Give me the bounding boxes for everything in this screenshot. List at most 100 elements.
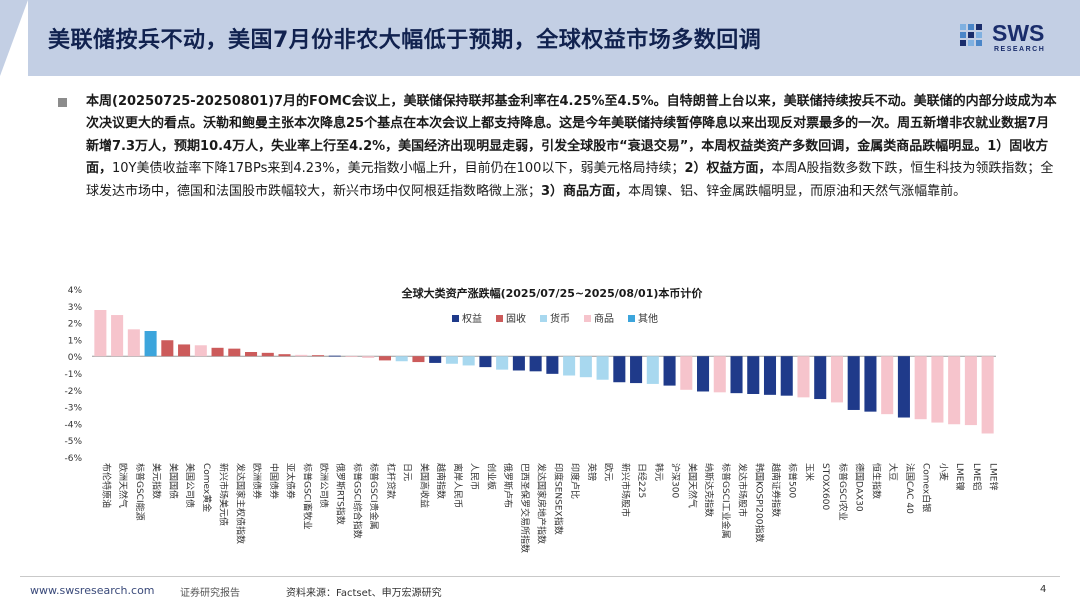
footer-url[interactable]: www.swsresearch.com: [30, 584, 155, 597]
bar: [462, 356, 475, 366]
x-tick-label: 沪深300: [670, 463, 682, 498]
bar: [646, 356, 659, 384]
x-tick-label: 英镑: [586, 463, 598, 481]
bar: [563, 356, 576, 376]
bar: [178, 344, 191, 357]
bar: [897, 356, 910, 418]
bar: [881, 356, 894, 415]
x-tick-label: Comex黄金: [201, 463, 213, 512]
x-tick-label: 欧洲天然气: [117, 463, 129, 508]
bar: [864, 356, 877, 412]
x-tick-label: 印度SENSEX指数: [552, 463, 564, 535]
x-tick-label: LME锌: [988, 463, 1000, 490]
bar: [830, 356, 843, 403]
bar: [378, 356, 391, 361]
y-tick-label: -1%: [64, 370, 82, 380]
bar: [964, 356, 977, 426]
x-tick-label: 发达市场股市: [737, 463, 749, 517]
x-tick-label: 日经225: [636, 463, 648, 498]
x-tick-label: 小麦: [937, 463, 949, 481]
bar: [546, 356, 559, 374]
x-tick-label: 杠杆贷款: [385, 463, 397, 499]
x-tick-label: 俄罗斯卢布: [502, 463, 514, 508]
footer-report-label: 证券研究报告: [180, 588, 240, 599]
sws-logo-icon: [960, 24, 982, 46]
x-tick-label: 标普GSCI综合指数: [351, 463, 363, 539]
x-tick-label: 标普GSCI畜牧业: [301, 463, 313, 530]
bar: [127, 329, 140, 357]
legend-label: 货币: [550, 312, 570, 325]
legend-label: 商品: [594, 312, 614, 325]
legend-label: 权益: [462, 312, 482, 325]
x-tick-label: 中国债券: [268, 463, 280, 499]
bullet-square-icon: [58, 98, 67, 107]
x-tick-label: 新兴市场股市: [619, 463, 631, 517]
x-tick-label: 离岸人民币: [452, 463, 464, 508]
x-tick-label: 美国天然气: [686, 463, 698, 508]
legend-swatch: [496, 315, 503, 322]
logo-subtext: RESEARCH: [994, 46, 1046, 53]
y-tick-label: 4%: [68, 286, 83, 296]
bar: [697, 356, 710, 392]
asset-returns-chart: 全球大类资产涨跌幅(2025/07/25~2025/08/01)本币计价 4% 3%…: [64, 286, 1000, 553]
bar: [663, 356, 676, 386]
bar: [529, 356, 542, 372]
para-seg-5: 本周镍、铝、锌金属跌幅明显，而原油和天然气涨幅靠前。: [628, 183, 967, 199]
bar: [228, 348, 241, 357]
bar: [596, 356, 609, 380]
x-tick-label: 标普GSCI能源: [134, 463, 146, 521]
x-tick-label: 德国DAX30: [854, 463, 866, 512]
x-tick-label: 巴西圣保罗交易所指数: [519, 463, 531, 553]
bar: [931, 356, 944, 423]
logo-text: SWS: [992, 20, 1045, 46]
legend-swatch: [584, 315, 591, 322]
x-tick-label: 发达国家房地产指数: [536, 463, 548, 544]
chart-title: 全球大类资产涨跌幅(2025/07/25~2025/08/01)本币计价: [401, 286, 704, 300]
legend-label: 固收: [506, 312, 526, 325]
bar: [613, 356, 626, 383]
bar: [780, 356, 793, 396]
bar: [111, 315, 124, 357]
bar: [747, 356, 760, 394]
para-seg-1: 10Y美债收益率下降17BPs来到4.23%，美元指数小幅上升，目前仍在100以…: [112, 161, 685, 177]
x-tick-label: 美元指数: [151, 463, 163, 499]
bar: [328, 355, 341, 357]
x-tick-label: 印度卢比: [569, 463, 581, 499]
bar: [395, 356, 408, 362]
bar: [847, 356, 860, 410]
x-tick-label: 法国CAC 40: [904, 463, 916, 514]
bar: [797, 356, 810, 398]
x-tick-label: 玉米: [803, 463, 815, 481]
x-tick-label: 恒生指数: [870, 463, 882, 499]
x-tick-label: 韩国KOSPI200指数: [753, 463, 765, 542]
x-tick-label: 标普GSCI贵金属: [368, 463, 380, 530]
x-tick-label: 日元: [402, 463, 413, 481]
header-wedge: [0, 0, 28, 76]
bar: [245, 352, 258, 357]
x-tick-label: 纳斯达克指数: [703, 463, 715, 517]
x-tick-label: 俄罗斯RTS指数: [335, 463, 347, 525]
x-tick-label: STOXX600: [820, 463, 830, 511]
bar: [763, 356, 777, 395]
bar: [261, 352, 274, 357]
page-number: 4: [1040, 584, 1047, 595]
bar: [311, 355, 325, 357]
legend-swatch: [540, 315, 547, 322]
x-tick-label: 亚太债券: [285, 463, 297, 499]
bar: [429, 356, 442, 363]
bar: [981, 356, 994, 434]
x-tick-label: 欧洲公司债: [318, 463, 330, 508]
bar: [630, 356, 643, 384]
bar: [161, 340, 174, 357]
bar: [496, 356, 509, 370]
legend-swatch: [628, 315, 635, 322]
x-tick-label: 标普500: [787, 463, 799, 498]
x-tick-label: 标普GSCI农业: [837, 463, 849, 521]
para-seg-4: 3）商品方面，: [541, 183, 629, 199]
x-tick-label: 新兴市场美元债: [218, 463, 230, 526]
y-tick-label: -5%: [64, 437, 82, 447]
bar: [445, 356, 458, 364]
bar: [345, 356, 358, 358]
para-seg-3: 本周A股指数多数下跌，恒生科技为领跌指数；全球发达市场中，德国和法国股市跌幅较大…: [86, 161, 1054, 199]
bar: [713, 356, 726, 393]
